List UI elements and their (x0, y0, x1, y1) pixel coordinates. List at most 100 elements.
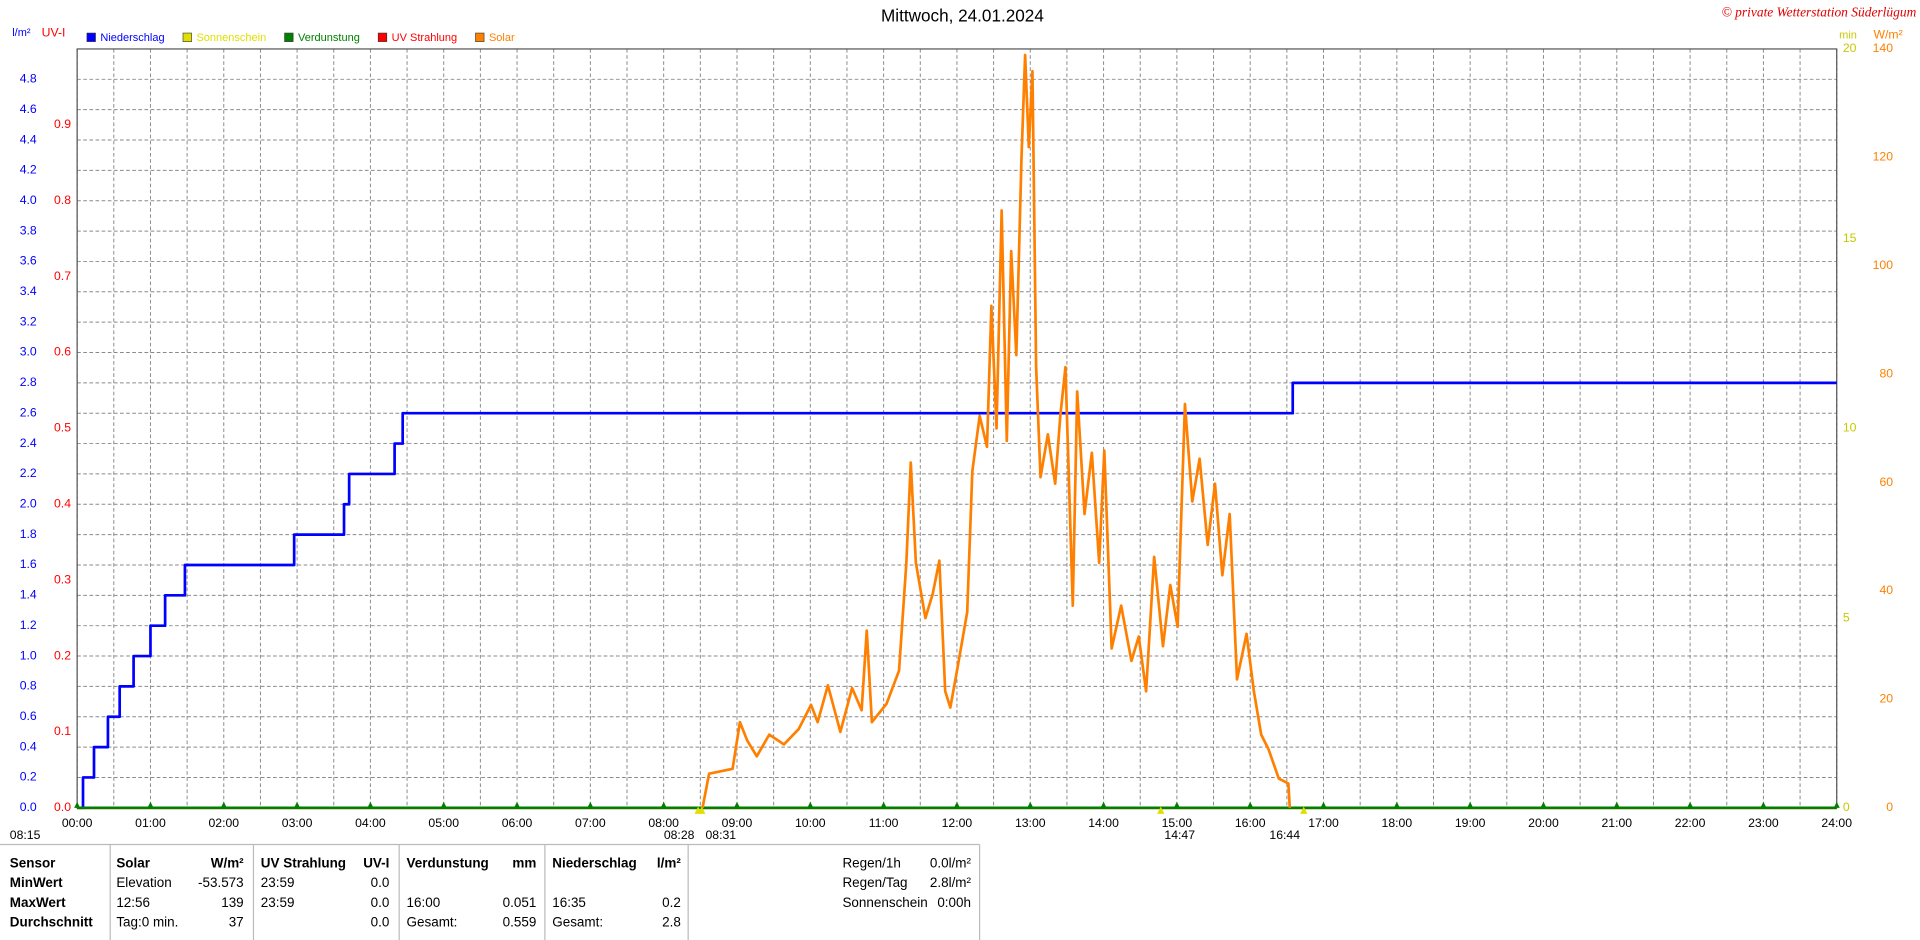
yticks-label: 3.8 (20, 223, 37, 237)
yticks-label: 1.8 (20, 527, 37, 541)
yticks-label: 2.2 (20, 466, 37, 480)
uvticks-label: 0.0 (54, 800, 71, 814)
yticks-label: 2.4 (20, 436, 37, 450)
y3-axis-unit: W/m² (1873, 28, 1902, 42)
uvticks-label: 0.9 (54, 117, 71, 131)
annotation-label: 16:44 (1269, 828, 1300, 842)
y3ticks-label: 80 (1879, 366, 1893, 380)
y2ticks-label: 15 (1843, 231, 1857, 245)
table-cell: 37 (229, 914, 244, 929)
table-cell: 2.8 (662, 914, 681, 929)
uvticks-label: 0.2 (54, 648, 71, 662)
table-cell: Durchschnitt (10, 914, 94, 929)
legend-label: UV Strahlung (392, 32, 457, 44)
x-tick-marker (294, 801, 301, 808)
table-cell: MinWert (10, 875, 63, 890)
x-tick-label: 20:00 (1528, 816, 1559, 830)
x-tick-label: 01:00 (135, 816, 166, 830)
table-cell: 0.559 (503, 914, 537, 929)
table-cell: 23:59 (261, 895, 295, 910)
x-tick-label: 14:00 (1088, 816, 1119, 830)
x-tick-marker (1100, 801, 1107, 808)
x-tick-label: 15:00 (1162, 816, 1193, 830)
table-cell: 0.0 (371, 875, 390, 890)
y2ticks-label: 10 (1843, 421, 1857, 435)
x-tick-marker (367, 801, 374, 808)
x-tick-label: 21:00 (1601, 816, 1632, 830)
legend-swatch (182, 32, 192, 42)
table-cell: Elevation (116, 875, 171, 890)
series-line (77, 381, 1837, 810)
y2ticks-label: 0 (1843, 800, 1850, 814)
yticks-label: 2.6 (20, 405, 37, 419)
table-cell: -53.573 (198, 875, 244, 890)
summary-label: Regen/1h (842, 856, 900, 871)
yticks-label: 1.2 (20, 618, 37, 632)
yticks-label: 4.8 (20, 72, 37, 86)
x-tick-marker (587, 801, 594, 808)
yticks-label: 1.4 (20, 588, 37, 602)
x-tick-label: 05:00 (428, 816, 459, 830)
yticks-label: 2.8 (20, 375, 37, 389)
x-tick-marker (1320, 801, 1327, 808)
x-tick-label: 04:00 (355, 816, 386, 830)
x-tick-label: 19:00 (1455, 816, 1486, 830)
yticks-label: 0.0 (20, 800, 37, 814)
table-header: Niederschlag (552, 856, 637, 871)
x-tick-label: 24:00 (1821, 816, 1852, 830)
y3ticks-label: 100 (1873, 258, 1894, 272)
table-cell: 0.0 (371, 914, 390, 929)
x-tick-label: 03:00 (282, 816, 313, 830)
y2ticks-label: 20 (1843, 41, 1857, 55)
table-header: Solar (116, 856, 150, 871)
series-line (701, 53, 1292, 809)
table-header: Sensor (10, 856, 56, 871)
y3ticks-label: 40 (1879, 583, 1893, 597)
table-header: W/m² (211, 856, 244, 871)
chart-title: Mittwoch, 24.01.2024 (881, 6, 1044, 26)
x-tick-label: 13:00 (1015, 816, 1046, 830)
x-tick-label: 09:00 (722, 816, 753, 830)
x-tick-marker (1247, 801, 1254, 808)
legend-swatch (86, 32, 96, 42)
yticks-label: 0.8 (20, 679, 37, 693)
x-tick-label: 00:00 (62, 816, 93, 830)
yticks-label: 0.4 (20, 739, 37, 753)
x-tick-label: 17:00 (1308, 816, 1339, 830)
table-cell: 16:35 (552, 895, 586, 910)
table-cell: Tag:0 min. (116, 914, 178, 929)
x-tick-marker (953, 801, 960, 808)
x-tick-label: 06:00 (502, 816, 533, 830)
uvticks-label: 0.7 (54, 269, 71, 283)
annotation-label: 08:31 (705, 828, 736, 842)
sun-marker (698, 806, 706, 814)
summary-label: Regen/Tag (842, 875, 907, 890)
x-tick-marker (733, 801, 741, 808)
y-axis-unit: l/m² (12, 27, 31, 39)
yticks-label: 2.0 (20, 497, 37, 511)
legend-swatch (284, 32, 294, 42)
y3ticks-label: 120 (1873, 150, 1894, 164)
summary-value: 0.0l/m² (930, 856, 972, 871)
left-note: 08:15 (10, 828, 41, 842)
x-tick-marker (440, 801, 447, 808)
yticks-label: 4.6 (20, 102, 37, 116)
legend-swatch (475, 32, 485, 42)
x-tick-marker (1467, 801, 1474, 808)
summary-value: 2.8l/m² (930, 875, 972, 890)
x-tick-marker (1760, 801, 1767, 808)
table-cell: 0.2 (662, 895, 681, 910)
table-cell: 12:56 (116, 895, 150, 910)
x-tick-label: 22:00 (1675, 816, 1706, 830)
y2ticks-label: 5 (1843, 610, 1850, 624)
y2-axis-unit: min (1839, 29, 1857, 41)
yticks-label: 4.4 (20, 132, 37, 146)
x-tick-marker (1027, 801, 1034, 808)
x-tick-marker (147, 801, 154, 808)
annotation-label: 08:28 (664, 828, 695, 842)
uvticks-label: 0.1 (54, 724, 71, 738)
yticks-label: 3.6 (20, 254, 37, 268)
sun-marker (1300, 806, 1308, 814)
summary-label: Sonnenschein (842, 895, 927, 910)
